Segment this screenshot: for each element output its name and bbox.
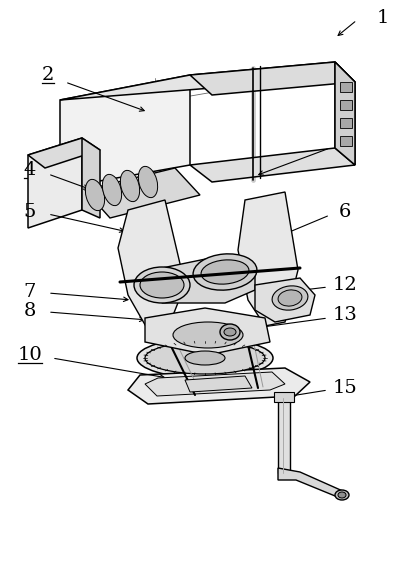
Text: 1: 1 bbox=[377, 9, 389, 27]
Ellipse shape bbox=[137, 338, 273, 378]
Ellipse shape bbox=[335, 490, 349, 500]
Bar bbox=[278, 398, 290, 473]
Text: 13: 13 bbox=[332, 306, 357, 324]
Text: 6: 6 bbox=[339, 203, 351, 221]
Polygon shape bbox=[340, 82, 352, 92]
Ellipse shape bbox=[338, 492, 346, 498]
Ellipse shape bbox=[272, 286, 308, 310]
Polygon shape bbox=[145, 308, 270, 355]
Ellipse shape bbox=[201, 260, 249, 284]
Ellipse shape bbox=[220, 324, 240, 340]
Ellipse shape bbox=[140, 272, 184, 298]
Ellipse shape bbox=[173, 322, 243, 348]
Polygon shape bbox=[128, 368, 310, 404]
Polygon shape bbox=[340, 100, 352, 110]
Polygon shape bbox=[60, 62, 335, 100]
Polygon shape bbox=[255, 278, 315, 322]
Ellipse shape bbox=[185, 351, 225, 365]
Text: 15: 15 bbox=[332, 379, 357, 397]
Polygon shape bbox=[28, 138, 82, 228]
Polygon shape bbox=[85, 168, 200, 218]
Polygon shape bbox=[278, 468, 345, 498]
Text: 5: 5 bbox=[24, 203, 36, 221]
Polygon shape bbox=[335, 62, 355, 165]
Polygon shape bbox=[162, 255, 255, 303]
Polygon shape bbox=[335, 62, 355, 165]
Polygon shape bbox=[190, 62, 355, 95]
Text: 10: 10 bbox=[18, 346, 42, 364]
Polygon shape bbox=[185, 376, 252, 392]
Text: 8: 8 bbox=[24, 302, 36, 320]
Polygon shape bbox=[28, 138, 100, 168]
Polygon shape bbox=[238, 192, 298, 326]
Ellipse shape bbox=[193, 254, 257, 290]
Ellipse shape bbox=[145, 342, 265, 374]
Ellipse shape bbox=[102, 174, 122, 206]
Text: 4: 4 bbox=[24, 161, 36, 179]
Polygon shape bbox=[118, 200, 185, 330]
Text: 3: 3 bbox=[339, 139, 351, 157]
Polygon shape bbox=[190, 148, 355, 182]
Ellipse shape bbox=[166, 317, 250, 353]
Ellipse shape bbox=[85, 179, 105, 211]
Polygon shape bbox=[145, 372, 285, 396]
Polygon shape bbox=[340, 118, 352, 128]
Bar bbox=[274, 392, 294, 402]
Ellipse shape bbox=[138, 166, 158, 198]
Polygon shape bbox=[340, 136, 352, 146]
Ellipse shape bbox=[134, 267, 190, 303]
Polygon shape bbox=[82, 138, 100, 218]
Ellipse shape bbox=[278, 290, 302, 306]
Text: 7: 7 bbox=[24, 283, 36, 301]
Ellipse shape bbox=[120, 170, 139, 202]
Ellipse shape bbox=[224, 328, 236, 336]
Polygon shape bbox=[60, 75, 190, 188]
Text: 2: 2 bbox=[42, 66, 54, 84]
Text: 12: 12 bbox=[332, 276, 357, 294]
